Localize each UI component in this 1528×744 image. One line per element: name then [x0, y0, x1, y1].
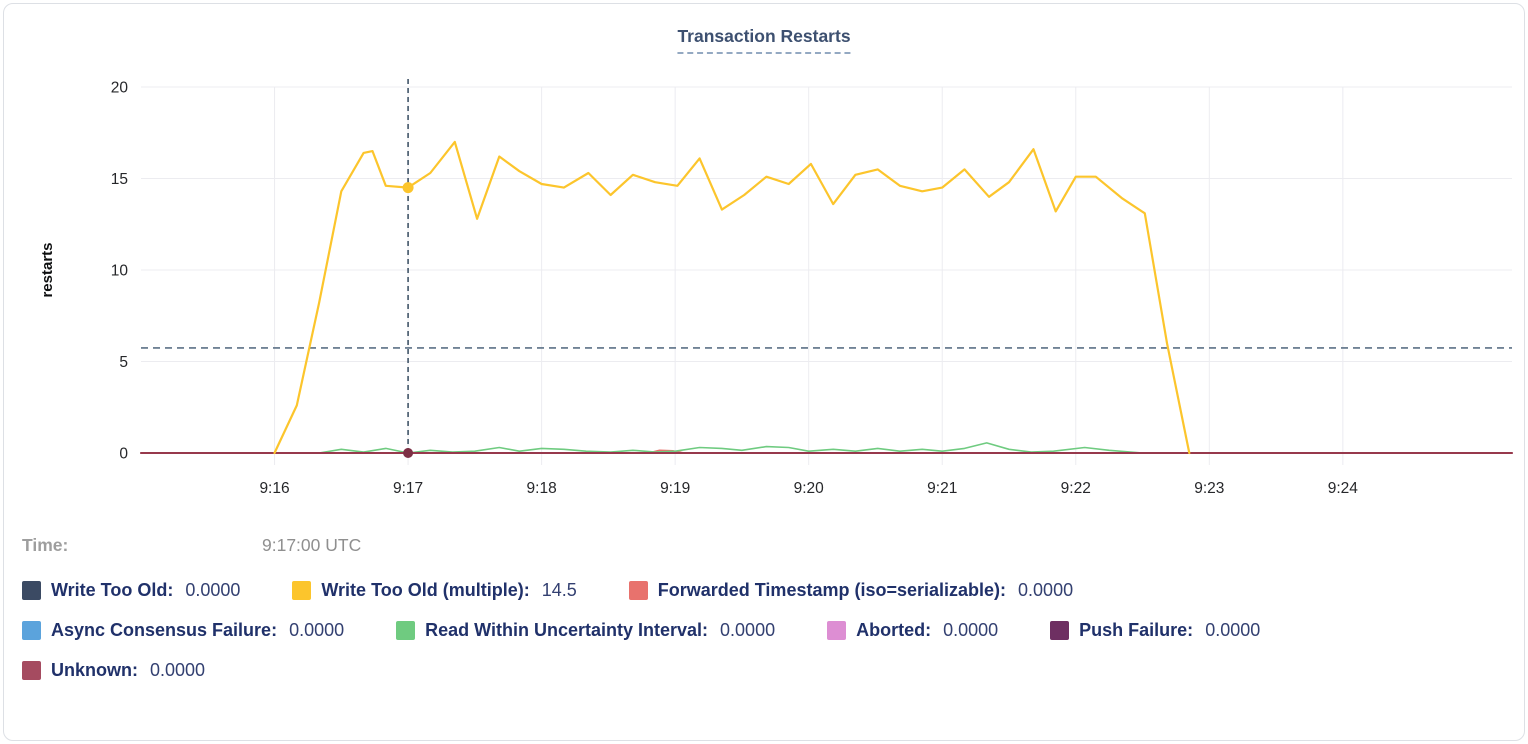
legend-label: Aborted: [856, 620, 932, 640]
y-tick-label: 20 [111, 80, 129, 97]
legend-item-read-within-uncertainty-interval[interactable]: Read Within Uncertainty Interval: 0.0000 [396, 620, 775, 641]
legend-label: Write Too Old: [51, 580, 174, 600]
legend-swatch-icon [628, 581, 648, 600]
legend-item-unknown[interactable]: Unknown: 0.0000 [22, 660, 205, 681]
legend-label: Async Consensus Failure: [51, 620, 278, 640]
y-axis-title: restarts [39, 242, 56, 297]
legend-label: Read Within Uncertainty Interval: [425, 620, 709, 640]
legend-swatch-icon [396, 621, 416, 640]
time-label: Time: [22, 534, 69, 555]
legend-value: 0.0000 [150, 660, 206, 680]
legend-value: 0.0000 [185, 580, 241, 600]
x-tick-label: 9:18 [527, 480, 557, 497]
legend-time-row: Time: 9:17:00 UTC [22, 532, 1514, 558]
legend-swatch-icon [22, 581, 41, 600]
legend-swatch-icon [22, 661, 41, 680]
x-tick-label: 9:22 [1061, 480, 1091, 497]
legend-value: 0.0000 [720, 620, 776, 640]
chart-legend: Time: 9:17:00 UTC Write Too Old: 0.0000 Wr… [22, 532, 1514, 700]
y-tick-label: 15 [111, 171, 128, 188]
y-tick-label: 0 [119, 446, 128, 463]
transaction-restarts-chart[interactable]: 0 5 10 15 20 9:16 9:17 9:18 9:19 9:20 9:21 9:22 9:23… [4, 4, 1525, 516]
x-tick-label: 9:17 [393, 480, 423, 497]
x-tick-label: 9:24 [1328, 480, 1359, 497]
series-line-read-within-uncertainty-interval [318, 442, 1144, 454]
x-tick-label: 9:19 [660, 480, 690, 497]
legend-item-write-too-old-multiple[interactable]: Write Too Old (multiple): 14.5 [292, 580, 577, 601]
legend-rows: Write Too Old: 0.0000 Write Too Old (multi… [22, 580, 1514, 681]
x-tick-label: 9:23 [1194, 480, 1224, 497]
legend-label: Forwarded Timestamp (iso=serializable): [657, 580, 1007, 600]
y-tick-label: 10 [111, 263, 129, 280]
y-tick-label: 5 [119, 354, 128, 371]
legend-item-push-failure[interactable]: Push Failure: 0.0000 [1050, 620, 1260, 641]
crosshair-dot [402, 182, 414, 194]
legend-label: Write Too Old (multiple): [321, 580, 530, 600]
legend-item-aborted[interactable]: Aborted: 0.0000 [827, 620, 998, 641]
legend-value: 0.0000 [1018, 580, 1074, 600]
legend-item-async-consensus-failure[interactable]: Async Consensus Failure: 0.0000 [22, 620, 344, 641]
legend-swatch-icon [827, 621, 847, 640]
crosshair-dot [403, 448, 414, 458]
legend-label: Push Failure: [1079, 620, 1194, 640]
x-tick-label: 9:20 [794, 480, 825, 497]
legend-swatch-icon [1050, 621, 1070, 640]
legend-value: 0.0000 [943, 620, 999, 640]
chart-title[interactable]: Transaction Restarts [677, 26, 851, 54]
x-tick-label: 9:21 [927, 480, 957, 497]
legend-value: 0.0000 [1205, 620, 1261, 640]
legend-swatch-icon [22, 621, 41, 640]
legend-swatch-icon [292, 581, 312, 600]
time-value: 9:17:00 UTC [262, 534, 362, 555]
legend-item-forwarded-timestamp-iso-serializable[interactable]: Forwarded Timestamp (iso=serializable): 0… [628, 580, 1074, 601]
legend-label: Unknown: [51, 660, 138, 680]
legend-item-write-too-old[interactable]: Write Too Old: 0.0000 [22, 580, 240, 601]
legend-value: 0.0000 [289, 620, 345, 640]
legend-row: Async Consensus Failure: 0.0000 Read Withi… [22, 620, 1514, 641]
legend-row: Unknown: 0.0000 [22, 660, 1514, 681]
legend-row: Write Too Old: 0.0000 Write Too Old (multi… [22, 580, 1514, 601]
x-tick-label: 9:16 [259, 480, 289, 497]
legend-value: 14.5 [541, 580, 577, 600]
chart-card: Transaction Restarts 0 5 10 15 20 9:16 9:17 9:1… [3, 3, 1525, 741]
